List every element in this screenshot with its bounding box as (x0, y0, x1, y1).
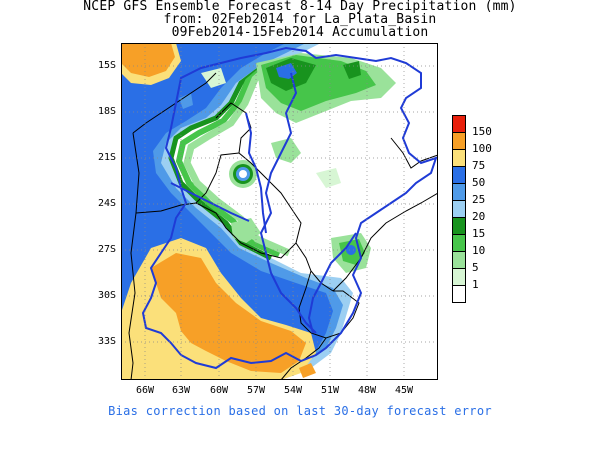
legend-label: 15 (472, 227, 486, 240)
legend-label: 150 (472, 125, 492, 138)
precip-cell-center (239, 170, 247, 178)
legend-label: 25 (472, 193, 486, 206)
precip-cell-southeast (346, 245, 356, 255)
precip-area-25mm-north-patch (179, 93, 193, 109)
legend-label: 75 (472, 159, 486, 172)
y-tick-label-24s: 24S (97, 198, 116, 209)
legend-swatch (452, 115, 466, 133)
legend-swatch (452, 234, 466, 252)
basin-outline (141, 46, 438, 370)
map-canvas (121, 43, 439, 381)
river-pilcomayo (170, 182, 250, 222)
legend-swatch (452, 183, 466, 201)
x-tick-label-48w: 48W (357, 385, 377, 396)
precip-area-15mm-fringe (168, 66, 273, 261)
map-gridlines (121, 43, 438, 380)
border-argentina-bolivia (135, 202, 197, 214)
legend-label: 1 (472, 278, 479, 291)
precipitation-map (121, 43, 439, 381)
legend-label: 50 (472, 176, 486, 189)
x-tick-label-45w: 45W (394, 385, 414, 396)
x-tick-label-60w: 60W (209, 385, 229, 396)
x-tick-label-57w: 57W (246, 385, 266, 396)
legend-swatch (452, 268, 466, 286)
x-tick-label-63w: 63W (171, 385, 191, 396)
legend-label: 100 (472, 142, 492, 155)
legend-label: 5 (472, 261, 479, 274)
bias-correction-note: Bias correction based on last 30-day for… (108, 404, 492, 418)
map-frame (121, 43, 438, 380)
precip-area-100mm-small (299, 363, 316, 378)
chart-title-line3: 09Feb2014-15Feb2014 Accumulation (171, 25, 429, 40)
y-tick-label-18s: 18S (97, 106, 116, 117)
chart-title-line1: NCEP GFS Ensemble Forecast 8-14 Day Prec… (83, 0, 517, 14)
legend-swatch (452, 251, 466, 269)
legend-swatch (452, 166, 466, 184)
legend-swatch (452, 200, 466, 218)
border-brazil-coast (332, 192, 439, 292)
x-tick-label-51w: 51W (320, 385, 340, 396)
border-brazil-northeast (390, 137, 439, 169)
legend-label: 20 (472, 210, 486, 223)
legend-swatch (452, 217, 466, 235)
border-chile-argentina (128, 132, 140, 381)
precip-area-15mm-ne (343, 61, 361, 79)
border-paraguay (195, 152, 302, 259)
river-parana (259, 72, 317, 334)
precip-patch-center-2 (316, 168, 341, 188)
y-tick-label-33s: 33S (97, 336, 116, 347)
y-tick-label-21s: 21S (97, 152, 116, 163)
la-plata-basin-boundary (141, 46, 438, 370)
x-tick-label-66w: 66W (135, 385, 155, 396)
y-tick-label-15s: 15S (97, 60, 116, 71)
legend-swatch (452, 149, 466, 167)
precip-patch-center-4 (231, 218, 261, 243)
precip-area-100mm-north (121, 43, 175, 77)
y-tick-label-27s: 27S (97, 244, 116, 255)
legend-swatch (452, 285, 466, 303)
x-tick-label-54w: 54W (283, 385, 303, 396)
border-bolivia-brazil (215, 102, 272, 184)
legend-label: 10 (472, 244, 486, 257)
precip-area-100mm (151, 253, 306, 373)
river-uruguay (307, 232, 357, 334)
legend-swatch (452, 132, 466, 150)
precip-patch-center-3 (201, 68, 226, 88)
chart-title-line2: from: 02Feb2014 for La_Plata_Basin (163, 12, 437, 27)
y-tick-label-30s: 30S (97, 290, 116, 301)
